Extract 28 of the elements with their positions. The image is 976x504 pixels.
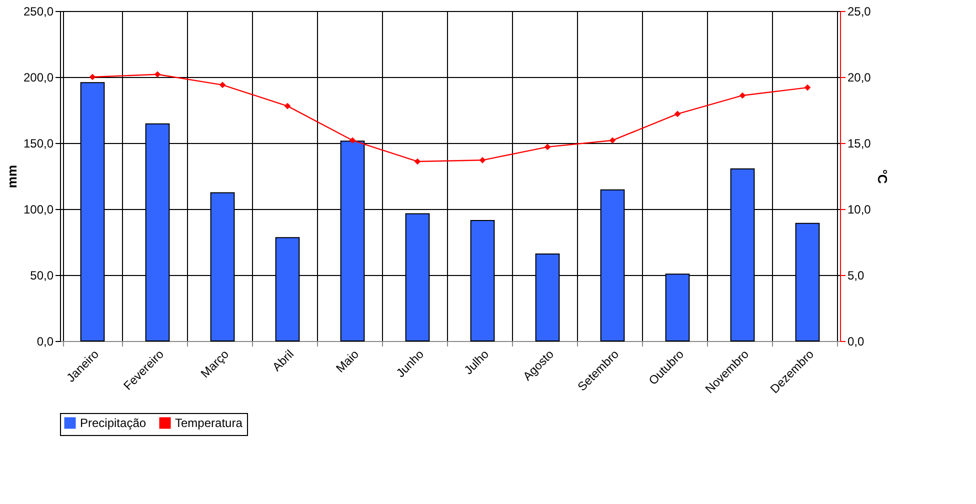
point xyxy=(804,84,811,91)
y2-tick-label: 0,0 xyxy=(848,334,865,348)
legend-label: Precipitação xyxy=(80,416,146,430)
y-tick-label: 200,0 xyxy=(23,70,54,84)
point xyxy=(739,92,746,99)
point xyxy=(544,144,551,150)
y-tick-label: 0,0 xyxy=(36,334,54,348)
y2-tick-label: 15,0 xyxy=(848,136,872,150)
point xyxy=(89,74,96,80)
point xyxy=(154,71,161,78)
y2-tick-label: 20,0 xyxy=(848,70,872,84)
y2-axis-title: °C xyxy=(874,169,890,184)
y2-tick-label: 25,0 xyxy=(848,4,872,18)
point xyxy=(609,137,616,144)
legend-label: Temperatura xyxy=(175,416,243,430)
y-axis-title: mm xyxy=(4,164,20,188)
point xyxy=(674,110,681,118)
y2-tick-label: 10,0 xyxy=(848,202,872,216)
y2-tick-label: 5,0 xyxy=(848,268,865,282)
point xyxy=(479,157,486,164)
point xyxy=(414,158,421,165)
y-tick-label: 100,0 xyxy=(23,202,54,216)
y-tick-label: 50,0 xyxy=(30,268,54,282)
point xyxy=(219,82,226,88)
point xyxy=(349,137,356,144)
y-tick-label: 150,0 xyxy=(23,136,54,150)
point xyxy=(284,102,291,110)
y-tick-label: 250,0 xyxy=(23,4,54,18)
